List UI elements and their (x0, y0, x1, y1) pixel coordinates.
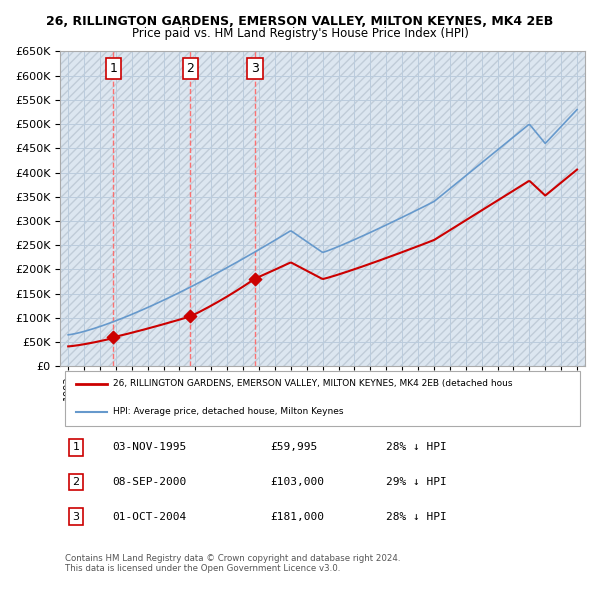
Text: £103,000: £103,000 (270, 477, 324, 487)
Text: 28% ↓ HPI: 28% ↓ HPI (386, 512, 446, 522)
Text: 03-NOV-1995: 03-NOV-1995 (113, 442, 187, 453)
Text: 1: 1 (73, 442, 79, 453)
Text: 1: 1 (109, 62, 117, 75)
Text: Price paid vs. HM Land Registry's House Price Index (HPI): Price paid vs. HM Land Registry's House … (131, 27, 469, 40)
Text: 3: 3 (251, 62, 259, 75)
Text: £59,995: £59,995 (270, 442, 317, 453)
Text: 26, RILLINGTON GARDENS, EMERSON VALLEY, MILTON KEYNES, MK4 2EB (detached hous: 26, RILLINGTON GARDENS, EMERSON VALLEY, … (113, 379, 512, 388)
Text: 28% ↓ HPI: 28% ↓ HPI (386, 442, 446, 453)
Point (250, 274, 260, 283)
Text: 01-OCT-2004: 01-OCT-2004 (113, 512, 187, 522)
Text: 26, RILLINGTON GARDENS, EMERSON VALLEY, MILTON KEYNES, MK4 2EB: 26, RILLINGTON GARDENS, EMERSON VALLEY, … (46, 15, 554, 28)
Point (109, 333, 118, 342)
Text: 2: 2 (187, 62, 194, 75)
Text: £181,000: £181,000 (270, 512, 324, 522)
Text: HPI: Average price, detached house, Milton Keynes: HPI: Average price, detached house, Milt… (113, 407, 343, 416)
Text: 3: 3 (73, 512, 79, 522)
FancyBboxPatch shape (65, 371, 580, 426)
Text: 08-SEP-2000: 08-SEP-2000 (113, 477, 187, 487)
Point (185, 312, 195, 321)
Text: Contains HM Land Registry data © Crown copyright and database right 2024.
This d: Contains HM Land Registry data © Crown c… (65, 554, 401, 573)
Text: 2: 2 (73, 477, 80, 487)
Text: 29% ↓ HPI: 29% ↓ HPI (386, 477, 446, 487)
